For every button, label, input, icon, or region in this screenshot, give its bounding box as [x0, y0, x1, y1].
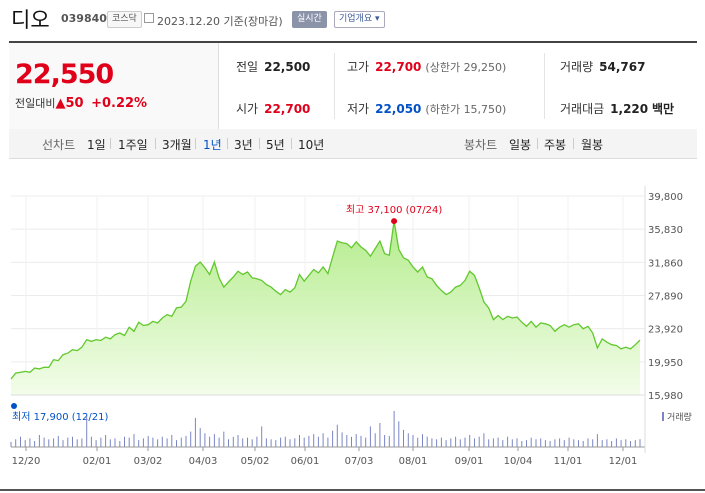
chart-period-tabs: 선차트 1일 1주일 3개월 1년 3년 5년 10년 봉차트 일봉 주봉 월봉: [9, 129, 697, 159]
tab-monthly[interactable]: 월봉: [581, 138, 604, 152]
up-triangle-icon: ▲: [55, 96, 66, 111]
volume: 거래량 54,767: [560, 60, 646, 74]
change-amount: 50: [65, 96, 84, 111]
tab-10y[interactable]: 10년: [298, 138, 325, 152]
tab-1y[interactable]: 1년: [203, 138, 222, 152]
quote-summary: 22,550 전일대비▲50 +0.22% 전일 22,500 고가 22,700(…: [9, 41, 697, 130]
max-marker: [391, 218, 398, 225]
x-tick-label: 11/01: [554, 456, 583, 467]
min-marker: [11, 402, 17, 409]
x-tick-label: 09/01: [455, 456, 484, 467]
x-tick-label: 12/20: [12, 456, 41, 467]
tab-3m[interactable]: 3개월: [162, 138, 192, 152]
current-price: 22,550: [15, 59, 114, 90]
stock-header: 디오 039840 코스닥 2023.12.20 기준(장마감) 실시간 기업개…: [0, 0, 705, 34]
tab-3y[interactable]: 3년: [234, 138, 253, 152]
y-tick-label: 19,950: [648, 358, 683, 369]
calendar-icon: [144, 13, 154, 23]
trade-amount: 거래대금 1,220 백만: [560, 102, 675, 116]
x-tick-label: 03/02: [134, 456, 163, 467]
x-tick-label: 04/03: [189, 456, 218, 467]
change-percent: +0.22%: [91, 96, 148, 111]
x-tick-label: 10/04: [504, 456, 533, 467]
tab-1w[interactable]: 1주일: [118, 138, 148, 152]
price-line: [10, 220, 641, 380]
max-annotation: 최고 37,100 (07/24): [346, 204, 442, 216]
tab-1d[interactable]: 1일: [87, 138, 106, 152]
chevron-down-icon: ▾: [375, 14, 380, 24]
volume-legend: 거래량: [667, 411, 692, 423]
stock-name: 디오: [11, 8, 50, 32]
x-tick-label: 07/03: [345, 456, 374, 467]
price-change: 전일대비▲50 +0.22%: [15, 96, 148, 111]
quote-date: 2023.12.20 기준(장마감): [157, 15, 283, 28]
price-chart: 최고 37,100 (07/24) 최저 17,900 (12/21) 거래량 3…: [0, 186, 705, 491]
stock-code: 039840: [61, 12, 107, 25]
current-price-panel: 22,550 전일대비▲50 +0.22%: [9, 43, 219, 129]
price-area: [11, 221, 640, 395]
prev-close: 전일 22,500: [236, 60, 311, 74]
y-tick-label: 27,890: [648, 292, 683, 303]
x-tick-label: 12/01: [609, 456, 638, 467]
x-tick-label: 06/01: [291, 456, 320, 467]
min-annotation: 최저 17,900 (12/21): [12, 411, 108, 423]
open-price: 시가 22,700: [236, 102, 311, 116]
tab-5y[interactable]: 5년: [266, 138, 285, 152]
tab-weekly[interactable]: 주봉: [544, 138, 567, 152]
high-price: 고가 22,700 (상한가 29,250): [347, 60, 507, 74]
y-tick-label: 15,980: [648, 391, 683, 402]
x-tick-label: 05/02: [241, 456, 270, 467]
y-tick-label: 39,800: [648, 192, 683, 203]
y-tick-label: 23,920: [648, 325, 683, 336]
tab-daily[interactable]: 일봉: [509, 138, 532, 152]
line-chart-label: 선차트: [42, 138, 76, 152]
market-badge: 코스닥: [107, 11, 142, 28]
corp-overview-dropdown[interactable]: 기업개요 ▾: [334, 11, 385, 28]
realtime-button[interactable]: 실시간: [292, 11, 327, 28]
y-tick-label: 35,830: [648, 225, 683, 236]
x-tick-label: 02/01: [83, 456, 112, 467]
volume-legend-swatch: [662, 412, 664, 421]
x-tick-label: 08/01: [399, 456, 428, 467]
low-price: 저가 22,050 (하한가 15,750): [347, 102, 507, 116]
y-tick-label: 31,860: [648, 258, 683, 269]
candle-chart-label: 봉차트: [464, 138, 498, 152]
